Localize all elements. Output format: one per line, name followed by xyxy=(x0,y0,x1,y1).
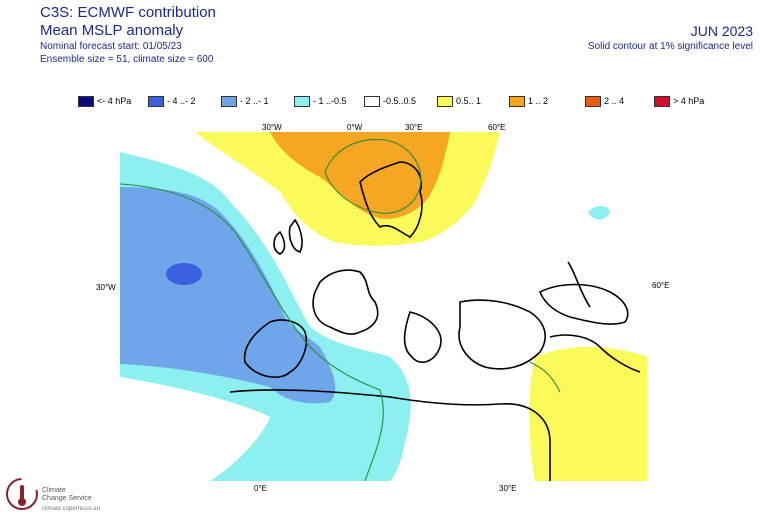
legend-item: <- 4 hPa xyxy=(78,95,148,107)
logo-name-line1: Climate xyxy=(42,487,66,494)
legend-label: -0.5..0.5 xyxy=(383,96,417,106)
significance-note: Solid contour at 1% significance level xyxy=(587,41,753,52)
legend-label: - 4 ..- 2 xyxy=(167,96,196,106)
ensemble-size: Ensemble size = 51, climate size = 600 xyxy=(40,54,214,65)
legend-swatch xyxy=(654,95,670,107)
legend-item: - 4 ..- 2 xyxy=(148,95,221,107)
legend-label: 2 .. 4 xyxy=(604,96,625,106)
map-canvas xyxy=(120,132,647,481)
legend-item: - 1 ..-0.5 xyxy=(294,95,364,107)
legend-item: -0.5..0.5 xyxy=(364,95,437,107)
legend-label: - 1 ..-0.5 xyxy=(313,96,347,106)
legend-swatch xyxy=(364,95,380,107)
forecast-month: JUN 2023 xyxy=(690,23,753,39)
grid-label-bottom-0e: 0°E xyxy=(254,484,267,493)
grid-label-left-30w: 30°W xyxy=(96,283,116,292)
legend-swatch xyxy=(148,95,164,107)
significance-contours xyxy=(120,138,561,481)
anomaly-map xyxy=(120,132,647,481)
logo-url: climate.copernicus.eu xyxy=(42,506,101,512)
anomaly-region-yellow-southeast xyxy=(529,346,647,481)
anomaly-region-cyan-east xyxy=(588,206,610,220)
grid-label-bottom-30e: 30°E xyxy=(499,484,517,493)
anomaly-region-deep-blue xyxy=(166,263,202,285)
legend-label: 0.5.. 1 xyxy=(456,96,482,106)
legend-item: > 4 hPa xyxy=(654,95,705,107)
logo-name: Climate Change Service xyxy=(42,487,92,503)
legend-label: <- 4 hPa xyxy=(97,96,132,106)
logo-name-line2: Change Service xyxy=(42,495,92,502)
grid-label-top-30w: 30°W xyxy=(262,123,282,132)
legend-swatch xyxy=(294,95,310,107)
legend-item: - 2 ..- 1 xyxy=(221,95,294,107)
legend-label: > 4 hPa xyxy=(673,96,705,106)
legend-item: 1 .. 2 xyxy=(509,95,585,107)
header-right: JUN 2023 Solid contour at 1% significanc… xyxy=(588,22,753,53)
grid-label-top-60e: 60°E xyxy=(488,123,506,132)
anomaly-region-orange xyxy=(270,132,450,219)
grid-label-top-30e: 30°E xyxy=(405,123,423,132)
climate-logo-icon xyxy=(6,478,38,510)
chart-title: C3S: ECMWF contribution xyxy=(40,4,216,21)
grid-label-top-0w: 0°W xyxy=(347,123,363,132)
legend-label: 1 .. 2 xyxy=(528,96,549,106)
legend-swatch xyxy=(509,95,525,107)
legend-swatch xyxy=(437,95,453,107)
legend-swatch xyxy=(78,95,94,107)
legend-item: 2 .. 4 xyxy=(585,95,654,107)
color-legend: <- 4 hPa - 4 ..- 2 - 2 ..- 1 - 1 ..-0.5 … xyxy=(78,95,704,107)
legend-label: - 2 ..- 1 xyxy=(240,96,269,106)
grid-label-right-60e: 60°E xyxy=(652,281,670,290)
header-left: C3S: ECMWF contribution Mean MSLP anomal… xyxy=(40,4,216,66)
chart-subtitle: Mean MSLP anomaly xyxy=(40,22,184,39)
legend-swatch xyxy=(221,95,237,107)
legend-item: 0.5.. 1 xyxy=(437,95,509,107)
anomaly-region-blue xyxy=(120,187,336,404)
coastlines xyxy=(229,161,641,481)
legend-swatch xyxy=(585,95,601,107)
forecast-start: Nominal forecast start: 01/05/23 xyxy=(40,41,182,52)
